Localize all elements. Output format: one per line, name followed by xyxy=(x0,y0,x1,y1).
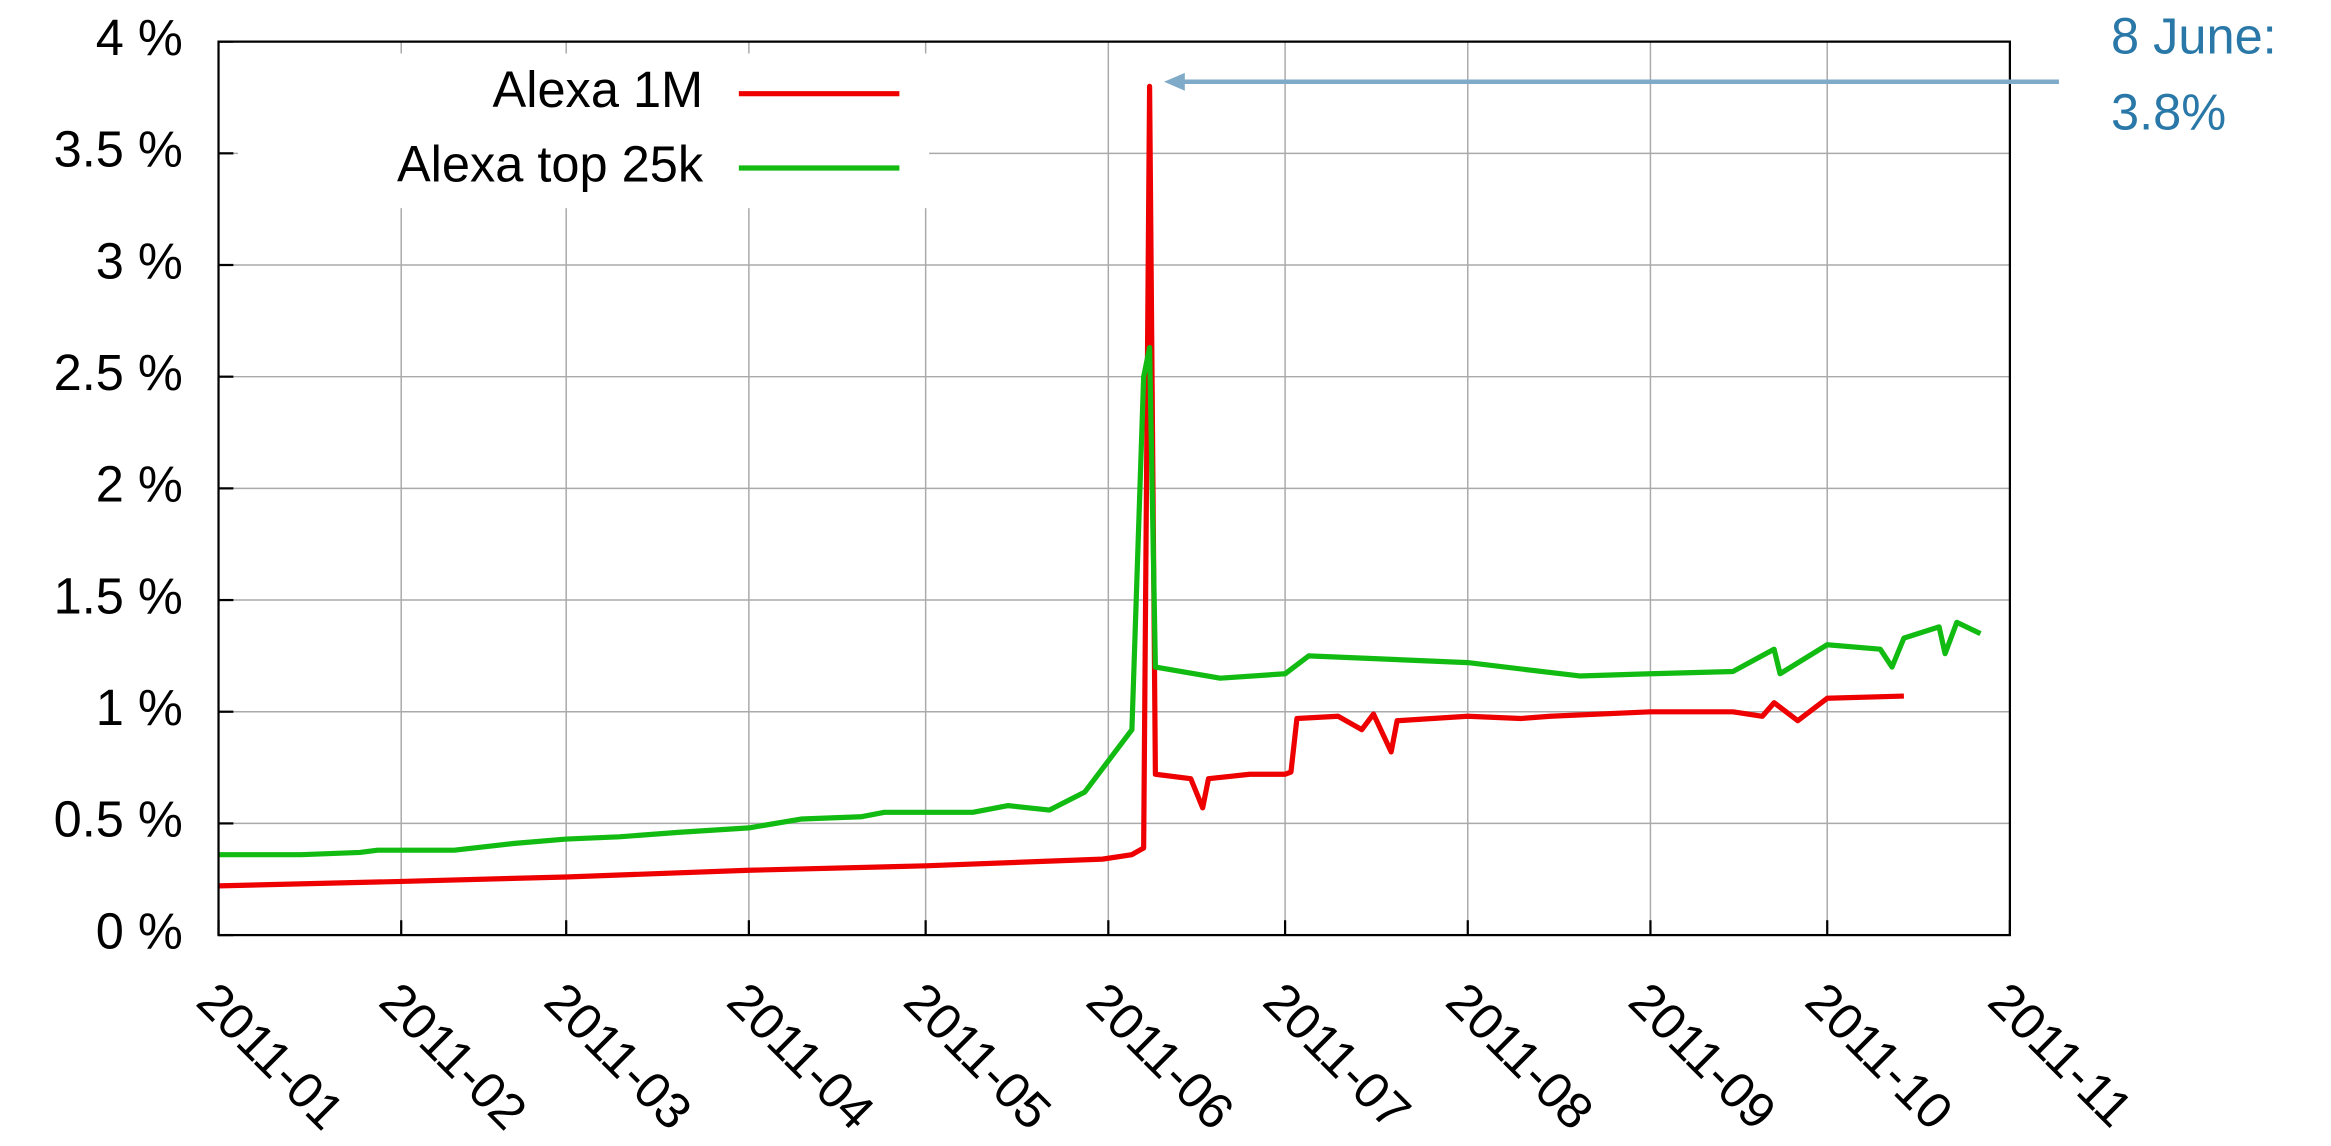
y-tick-label: 4 % xyxy=(96,9,183,66)
y-tick-label: 2 % xyxy=(96,456,183,513)
y-tick-label: 3 % xyxy=(96,232,183,289)
y-tick-label: 1.5 % xyxy=(54,567,183,624)
y-tick-label: 1 % xyxy=(96,679,183,736)
legend-box xyxy=(237,53,930,209)
arrow-head xyxy=(1164,72,1185,91)
y-tick-label: 2.5 % xyxy=(54,344,183,401)
annotation-line: 8 June: xyxy=(2111,7,2277,64)
y-tick-label: 3.5 % xyxy=(54,121,183,178)
y-tick-label: 0.5 % xyxy=(54,791,183,848)
legend-label: Alexa top 25k xyxy=(397,135,704,192)
plot xyxy=(218,83,1982,889)
y-tick-label: 0 % xyxy=(96,902,183,959)
annotation-line: 3.8% xyxy=(2111,83,2226,140)
series-line xyxy=(218,83,1904,889)
legend-label: Alexa 1M xyxy=(493,61,704,118)
series-line xyxy=(218,344,1982,858)
